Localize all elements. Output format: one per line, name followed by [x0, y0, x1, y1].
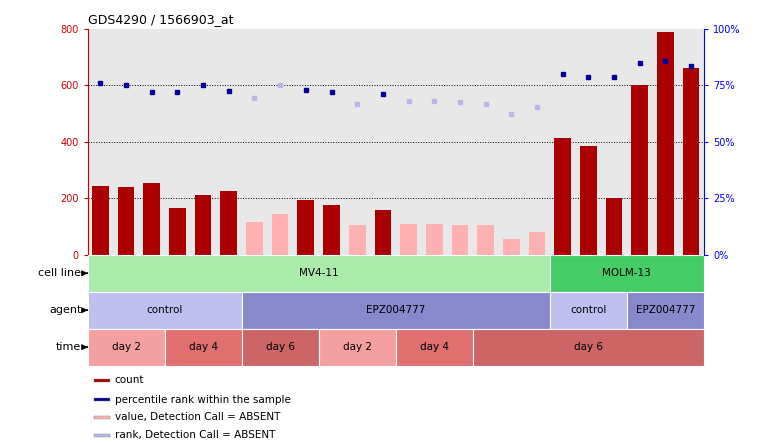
Bar	[549, 292, 627, 329]
Bar	[683, 68, 699, 255]
Text: value, Detection Call = ABSENT: value, Detection Call = ABSENT	[115, 412, 280, 422]
Text: day 2: day 2	[112, 342, 141, 352]
Bar	[319, 329, 396, 366]
Text: control: control	[570, 305, 607, 315]
Bar	[632, 85, 648, 255]
Bar	[94, 416, 110, 419]
Bar	[94, 379, 110, 382]
Bar	[242, 329, 319, 366]
Text: control: control	[146, 305, 183, 315]
Text: EPZ004777: EPZ004777	[366, 305, 425, 315]
Bar	[88, 292, 242, 329]
Text: day 4: day 4	[420, 342, 449, 352]
Text: day 2: day 2	[342, 342, 371, 352]
Bar	[118, 187, 135, 255]
Bar	[92, 186, 109, 255]
Bar	[396, 329, 473, 366]
Bar	[195, 195, 212, 255]
Text: count: count	[115, 375, 145, 385]
Bar	[94, 398, 110, 401]
Bar	[323, 205, 340, 255]
Bar	[503, 239, 520, 255]
Bar	[580, 146, 597, 255]
Bar	[164, 329, 242, 366]
Bar	[374, 210, 391, 255]
Text: day 6: day 6	[266, 342, 295, 352]
Bar	[143, 183, 160, 255]
Bar	[473, 329, 704, 366]
Bar	[221, 191, 237, 255]
Bar	[549, 255, 704, 292]
Bar	[477, 225, 494, 255]
Text: cell line: cell line	[38, 268, 81, 278]
Text: day 6: day 6	[574, 342, 603, 352]
Bar	[298, 200, 314, 255]
Bar	[426, 224, 443, 255]
Bar	[88, 329, 164, 366]
Bar	[529, 232, 546, 255]
Text: agent: agent	[49, 305, 81, 315]
Text: GDS4290 / 1566903_at: GDS4290 / 1566903_at	[88, 13, 233, 26]
Bar	[94, 434, 110, 436]
Bar	[627, 292, 704, 329]
Bar	[242, 292, 549, 329]
Bar	[451, 225, 468, 255]
Text: MV4-11: MV4-11	[299, 268, 339, 278]
Bar	[349, 225, 365, 255]
Text: time: time	[56, 342, 81, 352]
Bar	[169, 208, 186, 255]
Bar	[554, 138, 571, 255]
Text: MOLM-13: MOLM-13	[603, 268, 651, 278]
Text: percentile rank within the sample: percentile rank within the sample	[115, 395, 291, 404]
Bar	[272, 214, 288, 255]
Bar	[400, 224, 417, 255]
Bar	[657, 32, 673, 255]
Bar	[246, 222, 263, 255]
Bar	[88, 255, 550, 292]
Bar	[606, 198, 622, 255]
Text: day 4: day 4	[189, 342, 218, 352]
Text: rank, Detection Call = ABSENT: rank, Detection Call = ABSENT	[115, 430, 275, 440]
Text: EPZ004777: EPZ004777	[635, 305, 695, 315]
